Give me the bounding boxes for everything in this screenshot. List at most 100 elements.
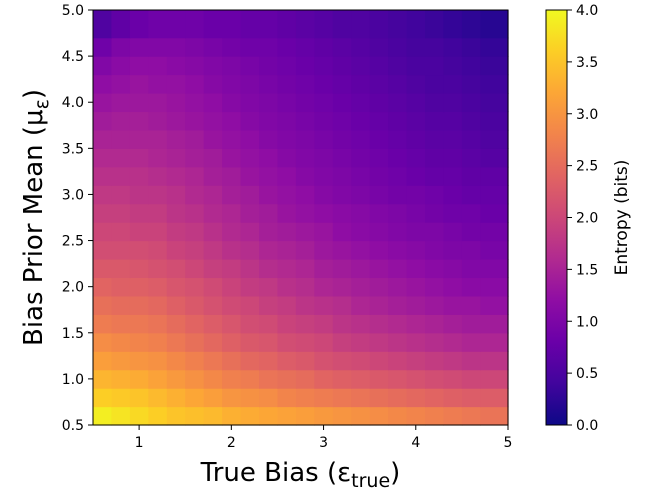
heatmap-cell [351, 56, 371, 76]
heatmap-cell [277, 56, 297, 76]
heatmap-cell [129, 222, 149, 242]
heatmap-cell [166, 185, 186, 205]
y-tick-label: 2.0 [62, 280, 84, 296]
heatmap-cell [222, 93, 242, 113]
heatmap-cell [480, 314, 509, 334]
y-tick-label: 5.0 [62, 3, 84, 19]
heatmap-cell [185, 222, 205, 242]
heatmap-cell [166, 240, 186, 260]
heatmap-cell [480, 406, 509, 426]
heatmap-cell [203, 10, 223, 39]
heatmap-cell [295, 74, 315, 94]
heatmap-cell [277, 277, 297, 297]
heatmap-cell [166, 111, 186, 131]
heatmap-cell [461, 406, 481, 426]
heatmap-cell [480, 240, 509, 260]
heatmap-cell [240, 93, 260, 113]
heatmap-cell [203, 388, 223, 408]
heatmap-cell [443, 369, 463, 389]
heatmap-cell [148, 222, 168, 242]
y-tick-label: 0.5 [62, 418, 84, 434]
heatmap-cell [259, 295, 279, 315]
heatmap-cell [425, 56, 445, 76]
heatmap-cell [111, 129, 131, 149]
heatmap-cell [129, 10, 149, 39]
heatmap-cell [111, 222, 131, 242]
heatmap-cell [461, 369, 481, 389]
heatmap-cell [332, 185, 352, 205]
heatmap-cell [185, 111, 205, 131]
heatmap-cell [425, 185, 445, 205]
heatmap-cell [166, 129, 186, 149]
heatmap-cell [461, 388, 481, 408]
heatmap-cell [369, 203, 389, 223]
heatmap-cell [295, 148, 315, 168]
heatmap-cell [259, 93, 279, 113]
heatmap-cell [277, 37, 297, 57]
plot-frame [92, 9, 509, 426]
heatmap-cell [332, 388, 352, 408]
heatmap-cell [443, 332, 463, 352]
heatmap-cell [461, 203, 481, 223]
heatmap-cell [277, 351, 297, 371]
heatmap-cell [351, 369, 371, 389]
heatmap-cell [461, 295, 481, 315]
heatmap-cell [203, 369, 223, 389]
heatmap-cell [443, 222, 463, 242]
heatmap-cell [259, 369, 279, 389]
heatmap-cell [388, 295, 408, 315]
heatmap-cell [443, 74, 463, 94]
heatmap-cell [185, 10, 205, 39]
heatmap-cell [406, 240, 426, 260]
heatmap-cell [406, 129, 426, 149]
heatmap-cell [222, 388, 242, 408]
heatmap-cell [461, 314, 481, 334]
heatmap-cell [332, 10, 352, 39]
heatmap-cell [369, 259, 389, 279]
heatmap-cell [166, 388, 186, 408]
heatmap-cell [461, 277, 481, 297]
heatmap-cell [406, 277, 426, 297]
heatmap-cell [480, 259, 509, 279]
heatmap-cell [388, 166, 408, 186]
heatmap-cell [443, 406, 463, 426]
heatmap-cell [332, 277, 352, 297]
heatmap-cell [203, 37, 223, 57]
heatmap-cell [388, 351, 408, 371]
heatmap-cell [314, 166, 334, 186]
heatmap-cell [240, 111, 260, 131]
heatmap-cell [425, 406, 445, 426]
heatmap-cell [203, 93, 223, 113]
heatmap-cell [222, 148, 242, 168]
heatmap-cell [240, 185, 260, 205]
heatmap-cell [203, 332, 223, 352]
heatmap-cell [406, 295, 426, 315]
heatmap-cell [259, 56, 279, 76]
heatmap-cell [295, 295, 315, 315]
heatmap-cell [166, 295, 186, 315]
heatmap-cell [388, 388, 408, 408]
heatmap-cell [166, 351, 186, 371]
heatmap-cell [277, 388, 297, 408]
heatmap-cell [148, 93, 168, 113]
heatmap-cell [351, 203, 371, 223]
heatmap-cell [351, 74, 371, 94]
heatmap-cell [369, 240, 389, 260]
heatmap-cell [166, 314, 186, 334]
heatmap-cell [480, 203, 509, 223]
heatmap-cell [222, 185, 242, 205]
heatmap-cell [369, 185, 389, 205]
heatmap-cell [351, 406, 371, 426]
heatmap-cell [314, 10, 334, 39]
heatmap-cell [369, 37, 389, 57]
heatmap-cell [148, 148, 168, 168]
heatmap-cell [93, 93, 113, 113]
heatmap-cell [461, 93, 481, 113]
heatmap-cell [148, 388, 168, 408]
heatmap-cell [295, 351, 315, 371]
heatmap-cell [480, 37, 509, 57]
heatmap-cell [406, 332, 426, 352]
heatmap-cell [111, 185, 131, 205]
heatmap-cell [369, 406, 389, 426]
heatmap-cell [425, 148, 445, 168]
